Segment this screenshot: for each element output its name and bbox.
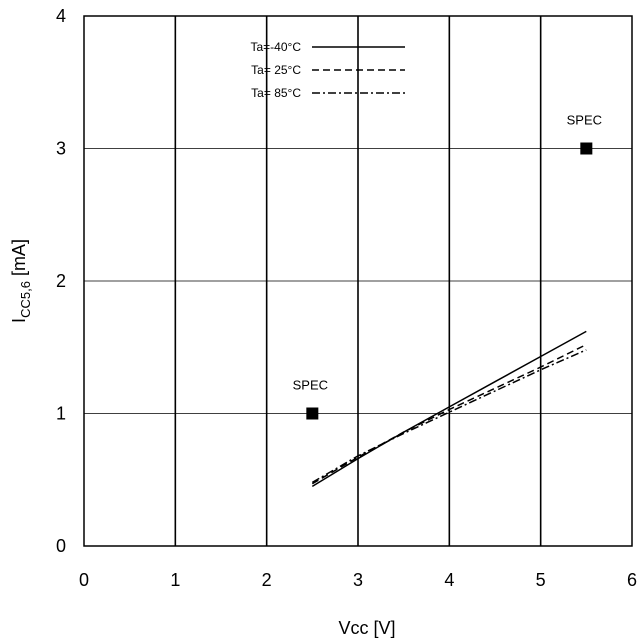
plot-frame bbox=[83, 15, 633, 547]
x-tick-label: 0 bbox=[79, 570, 89, 590]
x-tick-label: 2 bbox=[262, 570, 272, 590]
y-tick-label: 1 bbox=[56, 404, 66, 424]
spec-label: SPEC bbox=[293, 378, 328, 393]
y-axis-title-unit: [mA] bbox=[9, 239, 29, 281]
grid-lines bbox=[84, 16, 632, 546]
series-line bbox=[311, 343, 587, 485]
legend-label: Ta=-40°C bbox=[251, 40, 302, 54]
x-axis-title: Vcc [V] bbox=[338, 618, 395, 638]
legend: Ta=-40°C Ta= 25°C Ta= 85°C bbox=[251, 40, 405, 100]
series-line bbox=[311, 349, 587, 484]
y-axis-title-sub: CC5,6 bbox=[18, 281, 33, 318]
legend-label: Ta= 85°C bbox=[251, 86, 301, 100]
spec-label: SPEC bbox=[567, 113, 602, 128]
tick-labels: 0 1 2 3 4 5 6 0 1 2 3 4 bbox=[56, 6, 637, 590]
legend-label: Ta= 25°C bbox=[251, 63, 301, 77]
y-tick-label: 3 bbox=[56, 139, 66, 159]
spec-markers: SPEC SPEC bbox=[293, 113, 602, 420]
x-tick-label: 3 bbox=[353, 570, 363, 590]
y-tick-label: 4 bbox=[56, 6, 66, 26]
x-tick-label: 1 bbox=[170, 570, 180, 590]
x-tick-label: 5 bbox=[536, 570, 546, 590]
x-tick-label: 6 bbox=[627, 570, 637, 590]
spec-marker bbox=[580, 142, 593, 155]
y-axis-title-main: I bbox=[9, 318, 29, 323]
x-tick-label: 4 bbox=[444, 570, 454, 590]
spec-marker bbox=[306, 407, 319, 420]
series-lines bbox=[311, 330, 587, 488]
series-line bbox=[311, 330, 587, 488]
y-axis-title: ICC5,6 [mA] bbox=[9, 239, 33, 323]
y-tick-label: 2 bbox=[56, 271, 66, 291]
y-tick-label: 0 bbox=[56, 536, 66, 556]
